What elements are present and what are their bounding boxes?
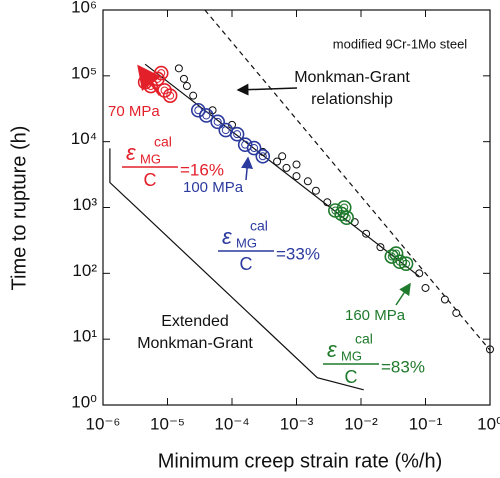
point-inner xyxy=(258,152,267,161)
point xyxy=(398,256,414,272)
point-inner xyxy=(250,144,259,153)
point xyxy=(440,295,449,304)
x-tick-label: 10⁻¹ xyxy=(409,414,443,433)
point xyxy=(237,137,253,152)
x-tick-label: 10⁰ xyxy=(477,414,500,433)
reference-line xyxy=(204,9,491,351)
point xyxy=(452,308,461,317)
point xyxy=(486,345,494,354)
point xyxy=(323,198,332,207)
formula-subscript: MG xyxy=(341,348,362,363)
point-inner xyxy=(146,82,155,91)
point xyxy=(292,172,301,181)
formula-symbol: ε xyxy=(126,140,136,165)
formula-denominator: C xyxy=(240,254,253,274)
formula-superscript: cal xyxy=(355,331,373,347)
point xyxy=(255,148,271,164)
y-tick-label: 10¹ xyxy=(72,327,97,346)
annotation: modified 9Cr-1Mo steel xyxy=(333,36,467,51)
formula-result: =83% xyxy=(381,357,425,376)
point xyxy=(246,140,262,156)
formula-denominator: C xyxy=(345,367,358,387)
formula-subscript: MG xyxy=(140,151,161,166)
annotation: Extended xyxy=(161,313,229,330)
point xyxy=(273,157,282,166)
point xyxy=(174,64,183,73)
point xyxy=(229,126,245,142)
y-tick-label: 10⁶ xyxy=(71,0,97,16)
x-tick-label: 10⁻³ xyxy=(280,414,314,433)
formula-result: =33% xyxy=(276,244,320,263)
point-inner xyxy=(340,203,349,212)
y-tick-label: 10³ xyxy=(72,195,97,214)
point xyxy=(415,269,424,278)
y-axis-label: Time to rupture (h) xyxy=(8,126,30,291)
formula-denominator: C xyxy=(144,170,157,190)
point xyxy=(210,114,225,130)
formula-symbol: ε xyxy=(327,337,337,362)
point xyxy=(182,82,191,91)
point xyxy=(303,177,312,186)
x-tick-label: 10⁻⁴ xyxy=(214,414,249,433)
y-tick-label: 10⁵ xyxy=(71,63,97,82)
point xyxy=(162,88,178,103)
annotation: Monkman-Grant xyxy=(137,335,253,352)
point xyxy=(199,108,214,123)
x-tick-label: 10⁻² xyxy=(344,414,378,433)
x-tick-label: 10⁻⁵ xyxy=(150,414,185,433)
y-tick-label: 10⁰ xyxy=(71,392,97,411)
annotation: 160 MPa xyxy=(345,307,406,324)
x-tick-label: 10⁻⁶ xyxy=(86,414,121,433)
y-tick-label: 10² xyxy=(72,261,97,280)
reference-line xyxy=(144,63,420,277)
point-inner xyxy=(166,91,175,100)
y-tick-label: 10⁴ xyxy=(71,129,97,148)
point xyxy=(311,186,320,195)
formula-superscript: cal xyxy=(154,134,172,150)
reference-line xyxy=(109,148,364,391)
point xyxy=(278,152,287,161)
point-inner xyxy=(213,117,222,126)
annotation: relationship xyxy=(311,91,393,108)
formula-result: =16% xyxy=(180,160,224,179)
point xyxy=(392,254,408,270)
point-inner xyxy=(141,78,150,87)
arrow xyxy=(236,83,298,96)
point xyxy=(388,246,404,261)
point xyxy=(292,160,301,169)
formula-subscript: MG xyxy=(236,235,257,250)
point xyxy=(282,163,291,172)
arrow xyxy=(395,282,411,306)
point xyxy=(421,283,430,292)
formula-symbol: ε xyxy=(222,224,232,249)
formula-superscript: cal xyxy=(250,218,268,234)
point xyxy=(153,65,169,81)
arrow xyxy=(241,156,254,181)
point xyxy=(189,91,198,100)
point xyxy=(376,243,385,252)
annotation: Monkman-Grant xyxy=(294,69,410,86)
point-inner xyxy=(402,259,411,268)
x-axis-label: Minimum creep strain rate (%/h) xyxy=(158,450,443,472)
point-inner xyxy=(157,69,166,78)
point xyxy=(362,229,371,238)
point-inner xyxy=(392,249,401,258)
point xyxy=(339,210,354,225)
point-inner xyxy=(233,130,242,139)
point-inner xyxy=(221,126,230,135)
point xyxy=(179,74,188,83)
point xyxy=(190,102,206,118)
point xyxy=(336,200,352,215)
annotation: 100 MPa xyxy=(183,179,244,196)
annotation: 70 MPa xyxy=(108,103,160,120)
point-inner xyxy=(202,111,211,120)
point xyxy=(157,83,172,98)
